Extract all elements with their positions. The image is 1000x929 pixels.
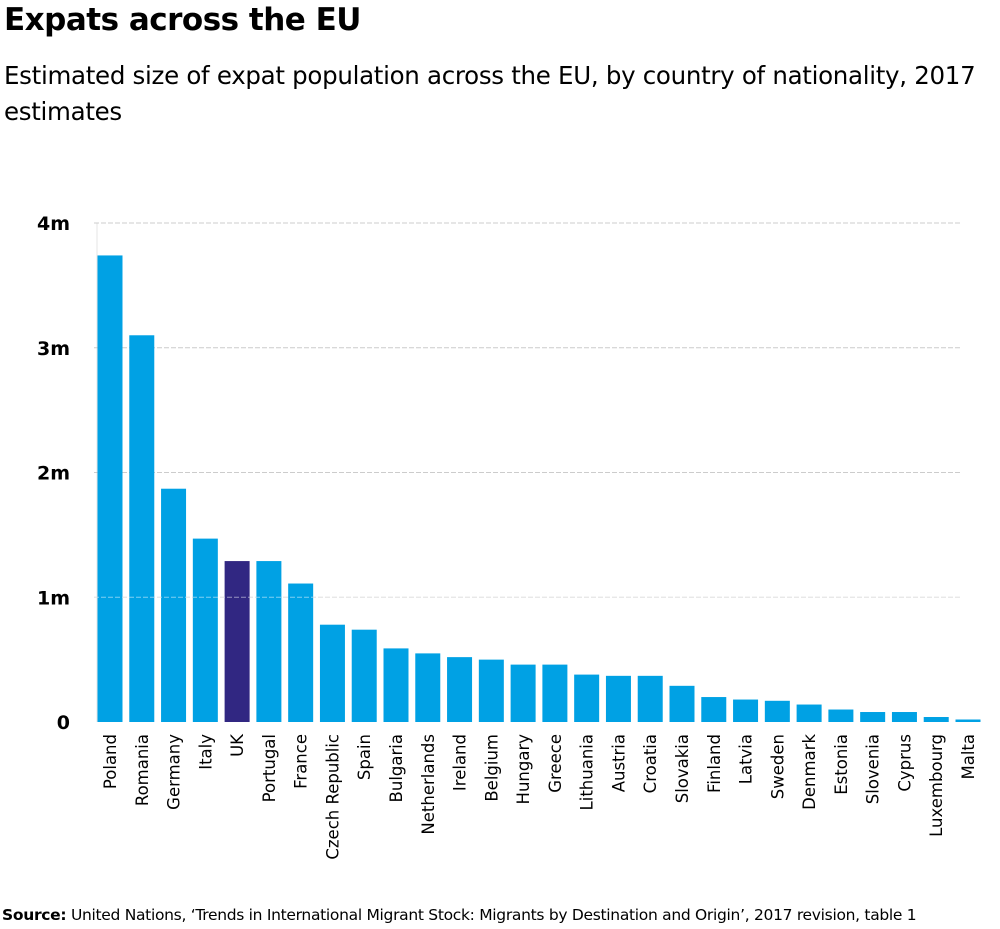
bar-france — [288, 583, 314, 722]
bar-czech-republic — [319, 624, 345, 722]
bar-bulgaria — [383, 648, 409, 722]
x-tick-label: Latvia — [737, 734, 756, 784]
bar-poland — [97, 255, 123, 722]
x-tick-label: Poland — [101, 734, 120, 789]
x-tick-label: Germany — [165, 734, 184, 810]
bar-netherlands — [415, 653, 441, 722]
x-tick-label: Lithuania — [578, 734, 597, 810]
x-tick-label: Italy — [196, 734, 215, 770]
y-axis-labels: 0 1m 2m 3m 4m — [37, 213, 70, 734]
bar-spain — [351, 629, 377, 722]
x-tick-label: Austria — [609, 734, 628, 792]
x-tick-label: Netherlands — [419, 734, 438, 835]
x-tick-label: Cyprus — [895, 734, 914, 792]
x-tick-label: Denmark — [800, 734, 819, 810]
x-tick-label: Malta — [959, 734, 978, 780]
gridlines — [94, 222, 962, 722]
bar-lithuania — [574, 674, 600, 722]
bar-romania — [129, 335, 155, 722]
bar-croatia — [637, 675, 663, 722]
bar-belgium — [478, 659, 504, 722]
source-note: Source: United Nations, ‘Trends in Inter… — [2, 906, 917, 924]
bar-estonia — [828, 709, 854, 722]
bar-latvia — [733, 699, 759, 722]
bar-cyprus — [891, 712, 917, 722]
x-tick-label: Czech Republic — [323, 734, 342, 860]
x-tick-label: Bulgaria — [387, 734, 406, 802]
x-tick-label: Portugal — [260, 734, 279, 802]
bar-luxembourg — [923, 717, 949, 722]
x-tick-label: Greece — [546, 734, 565, 793]
x-tick-label: Belgium — [482, 734, 501, 802]
bar-uk — [224, 561, 250, 722]
bar-denmark — [796, 704, 822, 722]
x-tick-label: Spain — [355, 734, 374, 780]
x-tick-label: Finland — [705, 734, 724, 793]
y-tick-label: 4m — [37, 213, 70, 235]
bar-finland — [701, 697, 727, 722]
x-axis-labels: Poland Romania Germany Italy UK Portugal Franc… — [101, 733, 978, 860]
x-tick-label: Slovakia — [673, 734, 692, 803]
x-tick-label: Croatia — [641, 734, 660, 793]
y-tick-label: 1m — [37, 587, 70, 609]
y-tick-label: 0 — [57, 712, 70, 734]
x-tick-label: Ireland — [451, 734, 470, 791]
x-tick-label: Romania — [133, 734, 152, 806]
y-tick-label: 3m — [37, 338, 70, 360]
x-tick-label: Slovenia — [864, 734, 883, 804]
x-tick-label: Sweden — [768, 734, 787, 799]
x-tick-label: France — [292, 734, 311, 789]
x-tick-label: UK — [228, 733, 247, 757]
bar-portugal — [256, 561, 282, 722]
source-label: Source: — [2, 906, 67, 924]
bar-germany — [161, 488, 187, 722]
bar-slovenia — [860, 712, 886, 722]
bar-malta — [955, 719, 981, 722]
bar-hungary — [510, 664, 536, 722]
bar-slovakia — [669, 685, 695, 722]
y-tick-label: 2m — [37, 463, 70, 485]
x-tick-label: Luxembourg — [927, 734, 946, 837]
bar-italy — [192, 538, 218, 722]
bar-greece — [542, 664, 568, 722]
chart-subtitle: Estimated size of expat population acros… — [4, 61, 976, 126]
bar-austria — [605, 675, 631, 722]
chart-title: Expats across the EU — [4, 2, 361, 38]
x-tick-label: Estonia — [832, 734, 851, 795]
bars — [94, 255, 981, 722]
bar-sweden — [764, 700, 790, 722]
x-tick-label: Hungary — [514, 734, 533, 805]
bar-ireland — [447, 657, 473, 722]
source-text: United Nations, ‘Trends in International… — [70, 906, 917, 924]
